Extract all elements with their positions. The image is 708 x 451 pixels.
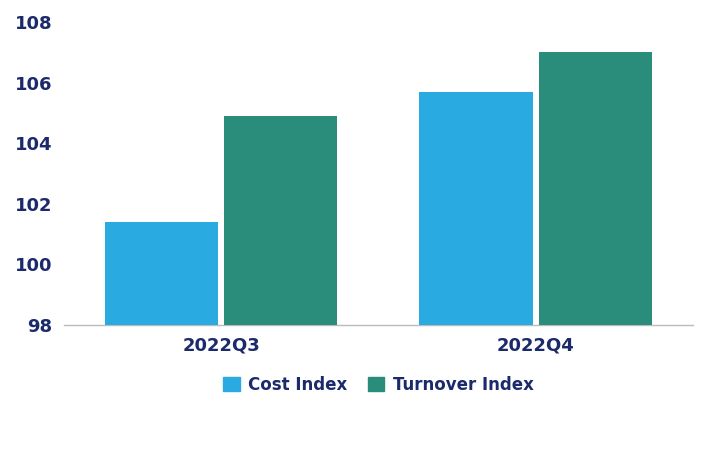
Legend: Cost Index, Turnover Index: Cost Index, Turnover Index: [223, 376, 533, 394]
Bar: [105, 222, 218, 325]
Bar: [224, 116, 338, 325]
Bar: [419, 92, 532, 325]
Bar: [539, 52, 652, 325]
